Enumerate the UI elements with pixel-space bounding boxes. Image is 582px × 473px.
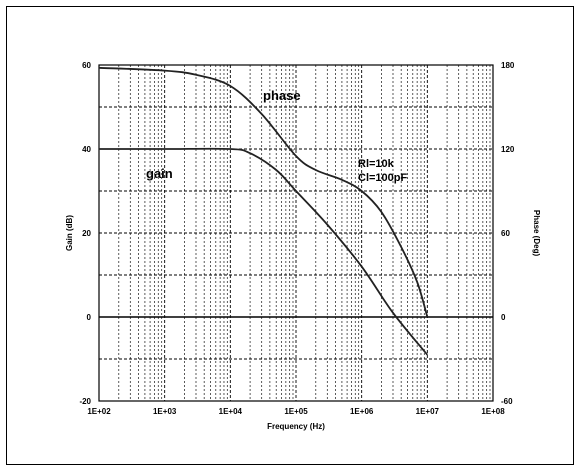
right-axis-label: Phase (Deg) xyxy=(532,210,541,257)
right-tick-label: 60 xyxy=(501,229,510,238)
x-tick-labels: 1E+02 1E+03 1E+04 1E+05 1E+06 1E+07 1E+08 xyxy=(87,407,505,416)
gain-curve xyxy=(98,147,429,356)
x-tick-label: 1E+02 xyxy=(87,407,111,416)
left-tick-label: -20 xyxy=(79,397,91,406)
right-tick-label: -60 xyxy=(501,397,513,406)
rl-annotation: Rl=10k xyxy=(358,158,395,170)
phase-curve xyxy=(98,66,429,318)
x-axis-label: Frequency (Hz) xyxy=(267,422,325,431)
phase-annotation: phase xyxy=(263,88,301,103)
right-tick-label: 0 xyxy=(501,313,506,322)
right-tick-label: 120 xyxy=(501,145,515,154)
cl-annotation: Cl=100pF xyxy=(358,172,407,184)
left-axis-label: Gain (dB) xyxy=(65,215,74,251)
left-tick-label: 0 xyxy=(87,313,92,322)
x-tick-label: 1E+08 xyxy=(481,407,505,416)
plot-area-border xyxy=(98,64,494,402)
left-tick-label: 20 xyxy=(82,229,91,238)
left-tick-label: 40 xyxy=(82,145,91,154)
x-tick-label: 1E+06 xyxy=(350,407,374,416)
left-tick-labels: 60 40 20 0 -20 xyxy=(79,61,91,406)
left-tick-label: 60 xyxy=(82,61,91,70)
right-tick-label: 180 xyxy=(501,61,515,70)
right-tick-labels: 180 120 60 0 -60 xyxy=(501,61,515,406)
x-tick-label: 1E+04 xyxy=(219,407,243,416)
x-tick-label: 1E+03 xyxy=(153,407,177,416)
gain-annotation: gain xyxy=(146,166,173,181)
x-tick-label: 1E+05 xyxy=(284,407,308,416)
series-layer xyxy=(98,66,429,356)
x-tick-label: 1E+07 xyxy=(416,407,440,416)
